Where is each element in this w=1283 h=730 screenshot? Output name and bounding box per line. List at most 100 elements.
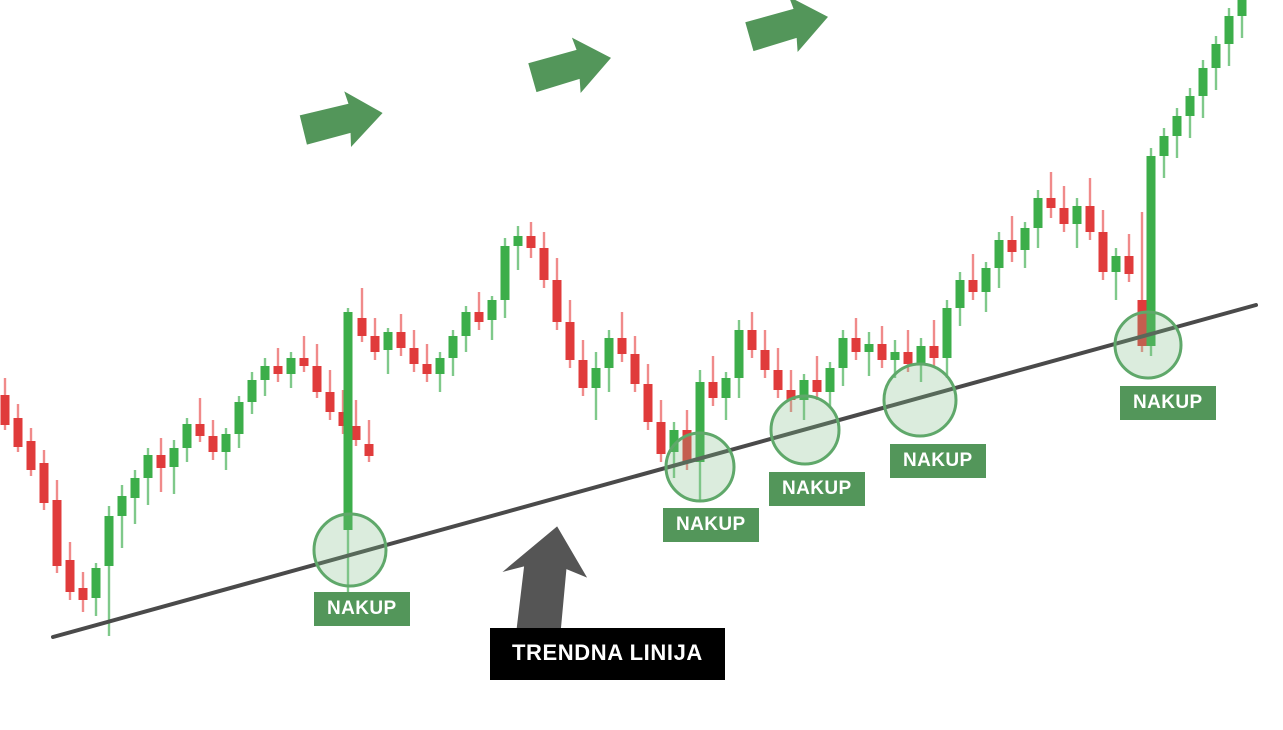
candle-body: [669, 430, 679, 452]
candle-body: [760, 350, 770, 370]
buy-signal-badge-text: NAKUP: [327, 598, 397, 619]
candle-body: [916, 346, 926, 364]
candle-body: [487, 300, 497, 320]
candle-body: [643, 384, 653, 422]
candle-body: [234, 402, 244, 434]
candle-body: [1172, 116, 1182, 136]
candle-body: [370, 336, 380, 352]
buy-signal-badge: NAKUP: [663, 508, 759, 542]
buy-signal-circle: [882, 362, 958, 438]
candle-body: [364, 444, 374, 456]
candle-body: [552, 280, 562, 322]
candle-body: [851, 338, 861, 352]
candle-body: [526, 236, 536, 248]
candle-body: [838, 338, 848, 368]
candle-body: [435, 358, 445, 374]
candlestick-series: [0, 0, 1247, 636]
candle-body: [104, 516, 114, 566]
candle-body: [247, 380, 257, 402]
candle-body: [1137, 300, 1147, 346]
buy-signal-badge: NAKUP: [769, 472, 865, 506]
buy-signal-badge-text: NAKUP: [1133, 392, 1203, 413]
candle-body: [877, 344, 887, 360]
candle-body: [799, 380, 809, 400]
trend-direction-arrow-icon: [528, 37, 611, 94]
trendline-pointer-arrow-icon: [502, 526, 588, 638]
candle-body: [578, 360, 588, 388]
candle-body: [1020, 228, 1030, 250]
candle-body: [539, 248, 549, 280]
candle-body: [299, 358, 309, 366]
candle-body: [461, 312, 471, 336]
candle-body: [656, 422, 666, 454]
candle-body: [182, 424, 192, 448]
candle-body: [422, 364, 432, 374]
candle-body: [786, 390, 796, 400]
candle-body: [65, 560, 75, 592]
candle-body: [994, 240, 1004, 268]
trend-line-segment: [51, 303, 1258, 639]
candle-body: [1159, 136, 1169, 156]
candle-body: [890, 352, 900, 360]
candle-body: [682, 430, 692, 462]
candle-body: [409, 348, 419, 364]
candle-body: [1211, 44, 1221, 68]
candle-body: [13, 418, 23, 447]
candle-body: [338, 412, 348, 426]
candle-body: [474, 312, 484, 322]
candle-body: [812, 380, 822, 392]
candle-body: [695, 382, 705, 462]
direction-arrows: [299, 0, 828, 638]
candle-body: [981, 268, 991, 292]
buy-signal-circle: [1113, 310, 1183, 380]
candle-body: [1059, 208, 1069, 224]
candle-body: [591, 368, 601, 388]
trend-direction-arrow-icon: [745, 0, 828, 53]
candle-body: [1124, 256, 1134, 274]
candle-body: [130, 478, 140, 498]
candle-body: [708, 382, 718, 398]
candle-body: [1185, 96, 1195, 116]
candle-body: [721, 378, 731, 398]
buy-signal-circles: [312, 310, 1183, 588]
trendline-callout-label: TRENDNA LINIJA: [490, 628, 725, 680]
buy-signal-badge: NAKUP: [1120, 386, 1216, 420]
candle-body: [500, 246, 510, 300]
candle-body: [565, 322, 575, 360]
candle-body: [117, 496, 127, 516]
candle-body: [195, 424, 205, 436]
candle-body: [630, 354, 640, 384]
candle-body: [1072, 206, 1082, 224]
buy-signal-badge: NAKUP: [890, 444, 986, 478]
candle-body: [942, 308, 952, 358]
candle-body: [39, 463, 49, 503]
candle-body: [1224, 16, 1234, 44]
trendline-callout-text: TRENDNA LINIJA: [512, 640, 703, 665]
candle-body: [0, 395, 10, 425]
candle-body: [747, 330, 757, 350]
candle-body: [1046, 198, 1056, 208]
buy-signal-badge-text: NAKUP: [676, 514, 746, 535]
candle-body: [513, 236, 523, 246]
candle-body: [143, 455, 153, 478]
candle-body: [1085, 206, 1095, 232]
candle-body: [343, 312, 353, 530]
candle-body: [325, 392, 335, 412]
buy-signal-circle: [769, 394, 841, 466]
candle-body: [156, 455, 166, 468]
candle-body: [825, 368, 835, 392]
buy-signal-circle: [312, 512, 388, 588]
buy-signal-badge: NAKUP: [314, 592, 410, 626]
buy-signal-circle: [664, 431, 736, 503]
trend-line: [51, 303, 1258, 639]
candle-body: [1146, 156, 1156, 346]
candle-body: [273, 366, 283, 374]
candle-body: [903, 352, 913, 364]
candle-body: [968, 280, 978, 292]
trend-direction-arrow-icon: [299, 91, 383, 147]
candle-body: [312, 366, 322, 392]
candle-body: [396, 332, 406, 348]
candle-body: [169, 448, 179, 467]
